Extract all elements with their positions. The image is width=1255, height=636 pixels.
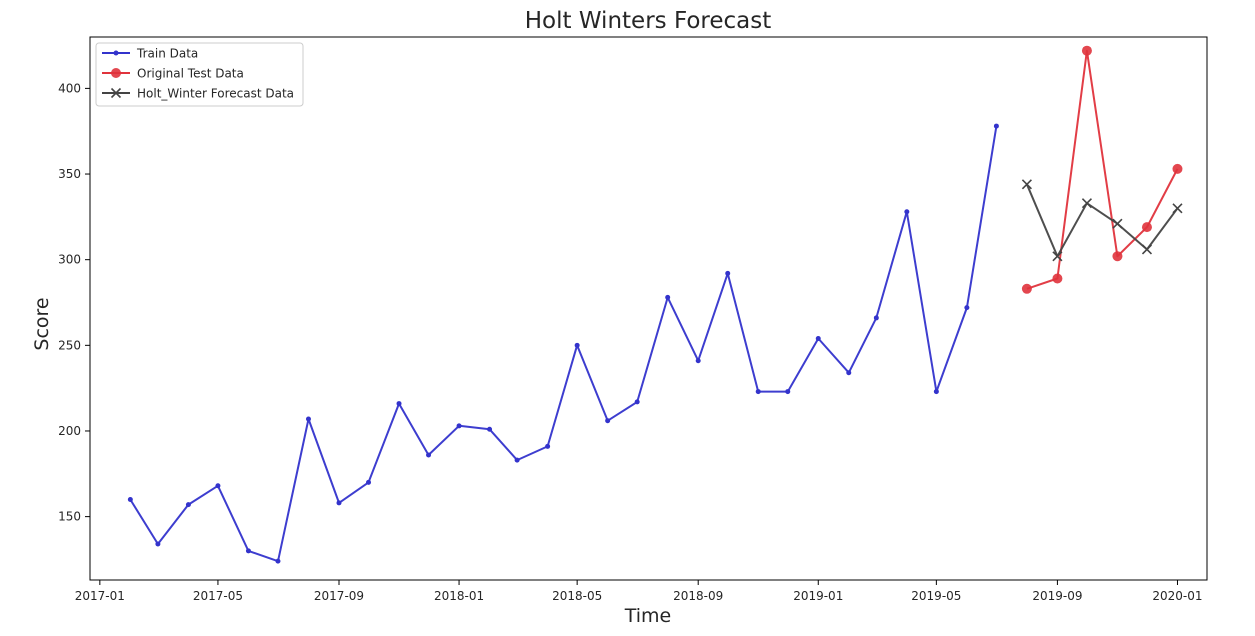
x-tick-label: 2017-09 <box>314 589 364 603</box>
series-holt-winter-forecast-data <box>1021 179 1183 262</box>
data-point-train-data <box>846 370 852 376</box>
x-tick-label: 2018-01 <box>434 589 484 603</box>
data-point-train-data <box>426 452 432 458</box>
x-tick-label: 2018-09 <box>673 589 723 603</box>
data-point-holt-winter-forecast-data-stroke-b <box>1172 203 1183 214</box>
data-point-train-data <box>456 423 462 429</box>
legend-box <box>95 42 304 107</box>
data-point-train-data <box>127 496 133 502</box>
y-tick-label: 400 <box>58 81 81 95</box>
legend-label-holt-winter-forecast-data: Holt_Winter Forecast Data <box>137 87 294 101</box>
series-line-holt-winter-forecast-data <box>1025 183 1179 258</box>
data-point-original-test-data <box>1141 222 1152 233</box>
series-line-train-data <box>129 125 998 563</box>
data-point-holt-winter-forecast-data <box>1052 251 1063 262</box>
x-tick-label: 2019-09 <box>1032 589 1082 603</box>
data-point-train-data <box>873 315 879 321</box>
x-axis-label: Time <box>624 605 672 627</box>
data-point-holt-winter-forecast-data-stroke-b <box>1081 198 1093 209</box>
y-tick-label: 300 <box>58 253 81 267</box>
data-point-train-data <box>904 209 910 215</box>
data-point-original-test-data <box>1112 251 1123 262</box>
data-point-train-data <box>695 358 701 364</box>
data-point-train-data <box>964 305 970 311</box>
series-line-original-test-data <box>1026 49 1179 290</box>
data-point-train-data <box>305 416 311 422</box>
data-point-train-data <box>815 335 821 341</box>
legend-marker-original-test-data <box>111 68 121 78</box>
data-point-original-test-data <box>1172 163 1183 174</box>
legend: Train Data Original Test Data Holt_Winter … <box>95 42 304 107</box>
y-tick-label: 200 <box>58 424 81 438</box>
legend-marker-holt-winter-forecast-data-stroke-b <box>110 87 122 99</box>
x-tick-label: 2019-05 <box>911 589 961 603</box>
legend-label-original-test-data: Original Test Data <box>137 67 244 81</box>
data-point-train-data <box>336 500 342 506</box>
data-point-train-data <box>185 502 191 508</box>
data-point-original-test-data <box>1021 283 1032 294</box>
plot-frame <box>89 36 1208 581</box>
data-point-holt-winter-forecast-data-stroke-b <box>1112 218 1123 229</box>
legend-item-original-test-data: Original Test Data <box>102 67 244 81</box>
data-point-original-test-data <box>1052 273 1063 284</box>
x-tick-label: 2017-05 <box>193 589 243 603</box>
x-tick-label: 2017-01 <box>75 589 125 603</box>
x-tick-label: 2020-01 <box>1152 589 1202 603</box>
data-point-train-data <box>215 483 221 489</box>
y-axis-label: Score <box>31 297 53 350</box>
data-point-train-data <box>665 294 671 300</box>
data-point-original-test-data <box>1081 45 1092 56</box>
data-point-train-data <box>366 479 372 485</box>
x-tick-label: 2018-05 <box>552 589 602 603</box>
data-point-train-data <box>605 418 611 424</box>
series-layer <box>127 45 1183 564</box>
data-point-train-data <box>574 342 580 348</box>
legend-item-train-data: Train Data <box>102 47 198 61</box>
data-point-holt-winter-forecast-data-stroke-b <box>1021 179 1032 190</box>
x-tick-label: 2019-01 <box>793 589 843 603</box>
data-point-train-data <box>993 123 999 129</box>
legend-marker-train-data <box>113 50 119 56</box>
data-point-train-data <box>634 399 640 405</box>
legend-label-train-data: Train Data <box>136 47 198 61</box>
series-original-test-data <box>1021 45 1183 294</box>
data-point-train-data <box>245 548 251 554</box>
data-point-holt-winter-forecast-data <box>1172 203 1183 214</box>
data-point-holt-winter-forecast-data <box>1021 179 1032 190</box>
data-point-train-data <box>487 426 493 432</box>
axis-ticks: 2017-01 2017-05 2017-09 2018-01 2018-05 2018-… <box>58 81 1202 603</box>
series-train-data <box>127 123 999 564</box>
data-point-train-data <box>514 457 520 463</box>
chart-title: Holt Winters Forecast <box>525 8 772 34</box>
y-tick-label: 250 <box>58 338 81 352</box>
data-point-train-data <box>545 443 551 449</box>
y-tick-label: 350 <box>58 167 81 181</box>
data-point-train-data <box>725 270 731 276</box>
data-point-train-data <box>275 558 281 564</box>
data-point-train-data <box>785 389 791 395</box>
data-point-train-data <box>755 389 761 395</box>
legend-marker-holt-winter-forecast-data <box>110 87 122 99</box>
data-point-holt-winter-forecast-data <box>1141 244 1153 255</box>
data-point-holt-winter-forecast-data <box>1081 198 1093 209</box>
data-point-holt-winter-forecast-data-stroke-b <box>1141 244 1153 255</box>
data-point-train-data <box>155 541 161 547</box>
data-point-holt-winter-forecast-data <box>1112 218 1123 229</box>
data-point-holt-winter-forecast-data-stroke-b <box>1052 251 1063 262</box>
legend-item-holt-winter-forecast-data: Holt_Winter Forecast Data <box>102 87 294 101</box>
y-tick-label: 150 <box>58 510 81 524</box>
data-point-train-data <box>396 401 402 407</box>
data-point-train-data <box>933 389 939 395</box>
